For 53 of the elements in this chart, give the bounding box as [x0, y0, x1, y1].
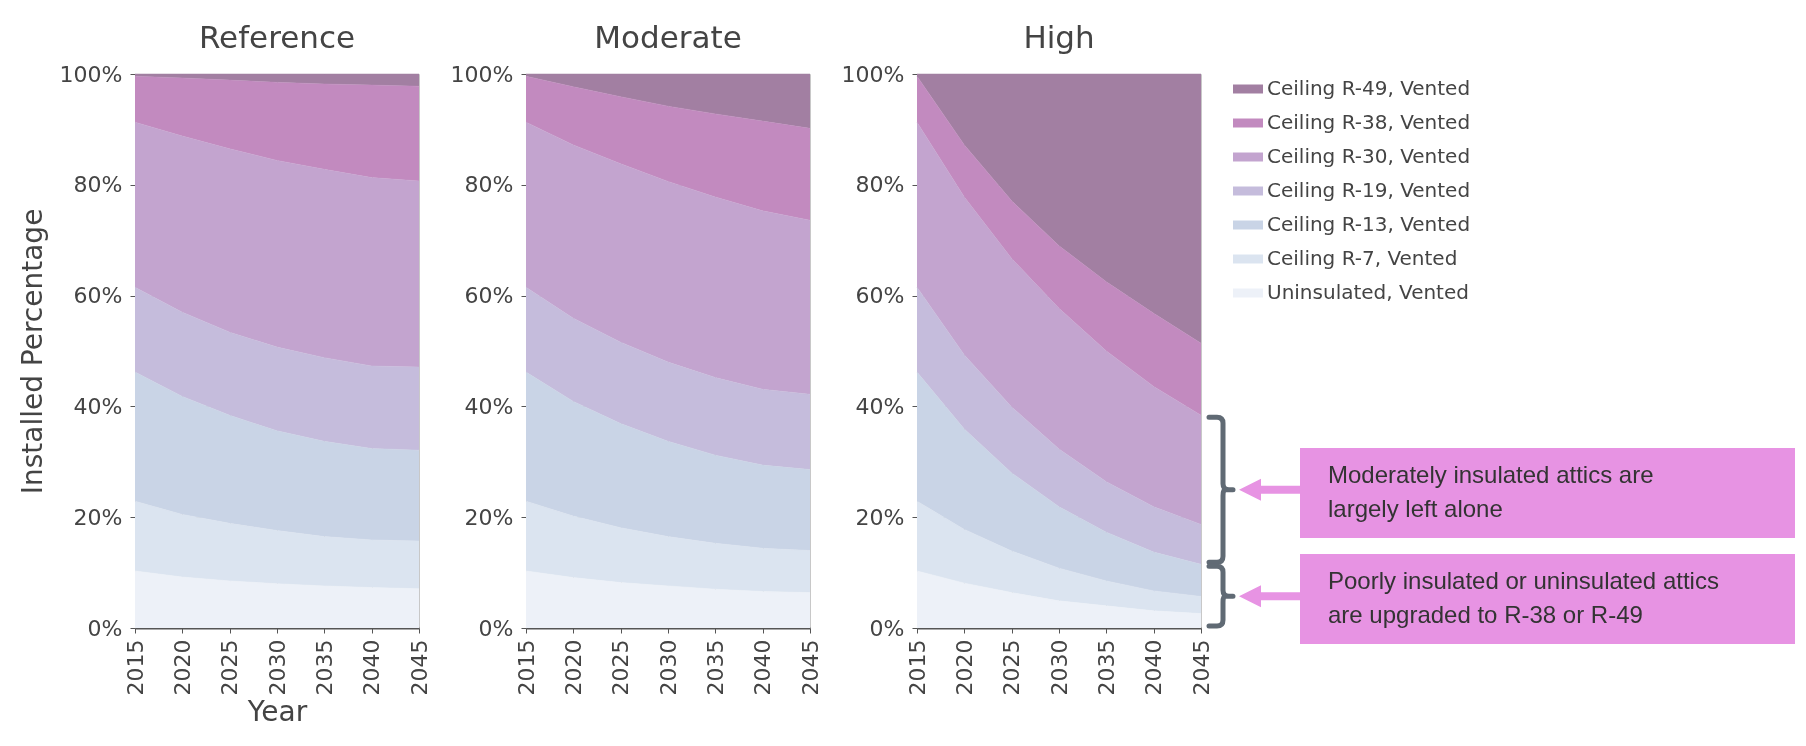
callout-box: Poorly insulated or uninsulated attics are upgraded to R-38 or R-49 [1300, 554, 1795, 645]
legend-label: Ceiling R-7, Vented [1267, 246, 1458, 270]
legend-label: Ceiling R-49, Vented [1267, 76, 1471, 100]
x-tick-label: 2015 [904, 639, 930, 696]
legend-label: Ceiling R-30, Vented [1267, 144, 1471, 168]
y-tick-label: 40% [855, 393, 905, 419]
y-tick-label: 60% [73, 283, 123, 309]
y-tick-label: 100% [59, 61, 123, 87]
x-tick-label: 2040 [1141, 639, 1167, 696]
y-axis-title: Installed Percentage [15, 208, 49, 495]
y-tick-label: 40% [73, 393, 123, 419]
x-tick-label: 2045 [797, 639, 823, 696]
x-tick-label: 2035 [1093, 639, 1119, 696]
y-tick-label: 0% [478, 615, 514, 641]
x-tick-label: 2020 [951, 639, 977, 696]
x-tick-label: 2045 [406, 639, 432, 696]
y-tick-label: 100% [841, 61, 905, 87]
y-tick-label: 20% [73, 504, 123, 530]
y-tick-label: 20% [855, 504, 905, 530]
x-axis-title: Year [246, 695, 308, 729]
x-tick-label: 2045 [1188, 639, 1214, 696]
y-tick-label: 80% [855, 172, 905, 198]
y-tick-label: 0% [87, 615, 123, 641]
legend-label: Uninsulated, Vented [1267, 280, 1469, 304]
y-tick-label: 0% [869, 615, 905, 641]
legend-label: Ceiling R-13, Vented [1267, 212, 1471, 236]
x-tick-label: 2040 [750, 639, 776, 696]
chart-title: High [1023, 19, 1095, 55]
x-tick-label: 2025 [608, 639, 634, 696]
x-tick-label: 2030 [1046, 639, 1072, 696]
x-tick-label: 2025 [999, 639, 1025, 696]
chart-title: Moderate [594, 19, 742, 55]
x-tick-label: 2035 [311, 639, 337, 696]
y-tick-label: 100% [450, 61, 514, 87]
chart-title: Reference [198, 19, 356, 55]
x-tick-label: 2035 [702, 639, 728, 696]
y-tick-label: 80% [464, 172, 514, 198]
x-tick-label: 2040 [359, 639, 385, 696]
x-tick-label: 2025 [217, 639, 243, 696]
x-tick-label: 2015 [122, 639, 148, 696]
y-tick-label: 20% [464, 504, 514, 530]
legend-label: Ceiling R-38, Vented [1267, 110, 1471, 134]
y-tick-label: 80% [73, 172, 123, 198]
x-tick-label: 2015 [513, 639, 539, 696]
y-tick-label: 60% [855, 283, 905, 309]
x-tick-label: 2030 [655, 639, 681, 696]
y-tick-label: 60% [464, 283, 514, 309]
x-tick-label: 2020 [560, 639, 586, 696]
y-tick-label: 40% [464, 393, 514, 419]
x-tick-label: 2030 [264, 639, 290, 696]
legend-label: Ceiling R-19, Vented [1267, 178, 1471, 202]
callout-box: Moderately insulated attics are largely left alone [1300, 447, 1795, 538]
x-tick-label: 2020 [169, 639, 195, 696]
